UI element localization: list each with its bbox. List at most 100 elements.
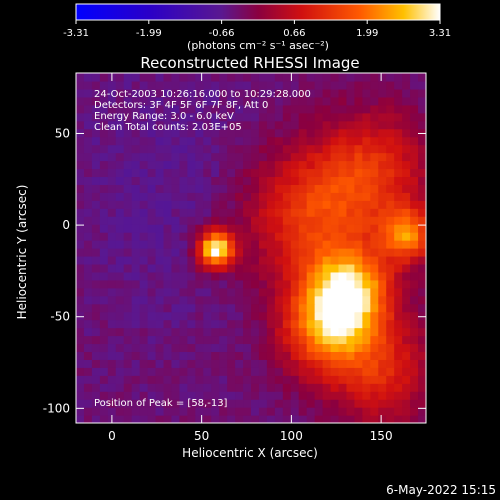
heatmap-cell (171, 184, 181, 193)
heatmap-cell (219, 279, 228, 289)
heatmap-cell (91, 255, 101, 265)
heatmap-cell (338, 295, 348, 305)
heatmap-cell (394, 73, 403, 82)
heatmap-cell (394, 128, 403, 138)
heatmap-cell (266, 279, 276, 289)
heatmap-cell (386, 120, 395, 130)
heatmap-cell (227, 303, 236, 313)
heatmap-cell (306, 248, 316, 257)
heatmap-cell (370, 168, 379, 178)
heatmap-cell (139, 184, 149, 193)
heatmap-cell (322, 200, 332, 209)
heatmap-cell (131, 152, 141, 162)
heatmap-cell (91, 263, 101, 273)
colorbar-tick-label: 0.66 (283, 28, 305, 39)
heatmap-cell (99, 383, 109, 392)
heatmap-cell (378, 271, 387, 281)
heatmap-cell (314, 319, 324, 329)
heatmap-cell (354, 120, 363, 130)
heatmap-cell (243, 287, 252, 297)
heatmap-cell (298, 311, 308, 321)
heatmap-cell (203, 407, 212, 416)
heatmap-cell (266, 248, 276, 257)
heatmap-cell (394, 112, 403, 122)
heatmap-cell (258, 343, 268, 353)
heatmap-cell (227, 383, 236, 392)
heatmap-cell (258, 208, 268, 217)
heatmap-cell (179, 407, 188, 416)
heatmap-cell (115, 208, 125, 217)
heatmap-cell (107, 80, 117, 90)
heatmap-cell (330, 104, 340, 114)
heatmap-cell (298, 248, 308, 257)
heatmap-cell (418, 192, 426, 201)
heatmap-cell (243, 88, 252, 98)
heatmap-cell (139, 391, 149, 400)
heatmap-cell (203, 399, 212, 408)
heatmap-cell (251, 263, 260, 273)
heatmap-cell (235, 112, 244, 122)
heatmap-cell (370, 208, 379, 217)
heatmap-cell (314, 359, 324, 368)
heatmap-cell (179, 160, 188, 170)
heatmap-cell (322, 184, 332, 193)
heatmap-cell (370, 96, 379, 106)
heatmap-cell (330, 192, 340, 201)
heatmap-cell (258, 136, 268, 146)
heatmap-cell (314, 120, 324, 130)
heatmap-cell (203, 80, 212, 90)
heatmap-cell (354, 184, 363, 193)
heatmap-cell (410, 240, 419, 249)
heatmap-cell (418, 367, 426, 376)
heatmap-cell (76, 168, 85, 178)
heatmap-cell (91, 152, 101, 162)
heatmap-cell (115, 359, 125, 368)
heatmap-cell (386, 287, 395, 297)
heatmap-cell (410, 399, 419, 408)
annotation-block: 24-Oct-2003 10:26:16.000 to 10:29:28.000… (94, 89, 311, 133)
heatmap-cell (322, 216, 332, 225)
heatmap-cell (282, 303, 292, 313)
heatmap-cell (147, 399, 157, 408)
heatmap-cell (227, 176, 236, 185)
heatmap-cell (410, 80, 419, 90)
heatmap-cell (243, 391, 252, 400)
heatmap-cell (314, 287, 324, 297)
heatmap-cell (370, 271, 379, 281)
heatmap-cell (362, 415, 371, 423)
heatmap-cell (219, 287, 228, 297)
heatmap-cell (274, 136, 284, 146)
heatmap-cell (211, 112, 220, 122)
heatmap-cell (322, 160, 332, 170)
heatmap-cell (187, 112, 196, 122)
heatmap-cell (282, 224, 292, 233)
heatmap-cell (83, 80, 93, 90)
heatmap-cell (195, 343, 204, 353)
heatmap-cell (99, 367, 109, 376)
heatmap-cell (163, 208, 173, 217)
heatmap-cell (227, 343, 236, 353)
heatmap-cell (139, 359, 149, 368)
heatmap-cell (330, 168, 340, 178)
heatmap-cell (179, 311, 188, 321)
heatmap-cell (290, 263, 300, 273)
heatmap-cell (290, 240, 300, 249)
heatmap-cell (171, 367, 181, 376)
heatmap-cell (235, 407, 244, 416)
heatmap-cell (330, 96, 340, 106)
heatmap-cell (195, 176, 204, 185)
heatmap-cell (91, 224, 101, 233)
heatmap-cell (298, 287, 308, 297)
heatmap-cell (227, 255, 236, 265)
heatmap-cell (394, 255, 403, 265)
heatmap-cell (402, 240, 411, 249)
heatmap-cell (187, 287, 196, 297)
heatmap-cell (354, 88, 363, 98)
heatmap-cell (266, 407, 276, 416)
heatmap-cell (211, 407, 220, 416)
heatmap-cell (306, 359, 316, 368)
heatmap-cell (346, 80, 356, 90)
heatmap-cell (290, 176, 300, 185)
heatmap-cell (394, 80, 403, 90)
heatmap-cell (235, 144, 244, 154)
